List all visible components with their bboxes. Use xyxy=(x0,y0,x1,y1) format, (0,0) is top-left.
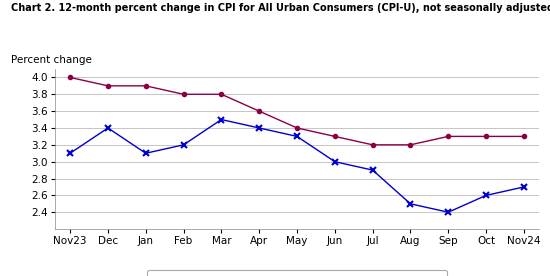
All items xyxy=(104,126,111,130)
All items less food and energy xyxy=(67,76,74,79)
All items less food and energy xyxy=(180,93,187,96)
All items less food and energy xyxy=(483,135,490,138)
All items xyxy=(294,135,300,138)
Line: All items: All items xyxy=(67,117,527,215)
All items less food and energy xyxy=(407,143,414,147)
Legend: All items, All items less food and energy: All items, All items less food and energ… xyxy=(147,269,447,276)
All items xyxy=(332,160,338,163)
All items less food and energy xyxy=(256,110,262,113)
All items less food and energy xyxy=(370,143,376,147)
Line: All items less food and energy: All items less food and energy xyxy=(68,75,526,147)
All items xyxy=(218,118,225,121)
All items less food and energy xyxy=(445,135,452,138)
All items xyxy=(67,152,74,155)
All items less food and energy xyxy=(294,126,300,130)
Text: Percent change: Percent change xyxy=(11,55,92,65)
All items xyxy=(445,211,452,214)
All items xyxy=(256,126,262,130)
All items less food and energy xyxy=(142,84,149,87)
All items xyxy=(520,185,527,189)
All items xyxy=(483,194,490,197)
All items xyxy=(142,152,149,155)
All items xyxy=(407,202,414,205)
Text: Chart 2. 12-month percent change in CPI for All Urban Consumers (CPI-U), not sea: Chart 2. 12-month percent change in CPI … xyxy=(11,3,550,13)
All items xyxy=(180,143,187,147)
All items xyxy=(370,168,376,172)
All items less food and energy xyxy=(218,93,225,96)
All items less food and energy xyxy=(520,135,527,138)
All items less food and energy xyxy=(104,84,111,87)
All items less food and energy xyxy=(332,135,338,138)
